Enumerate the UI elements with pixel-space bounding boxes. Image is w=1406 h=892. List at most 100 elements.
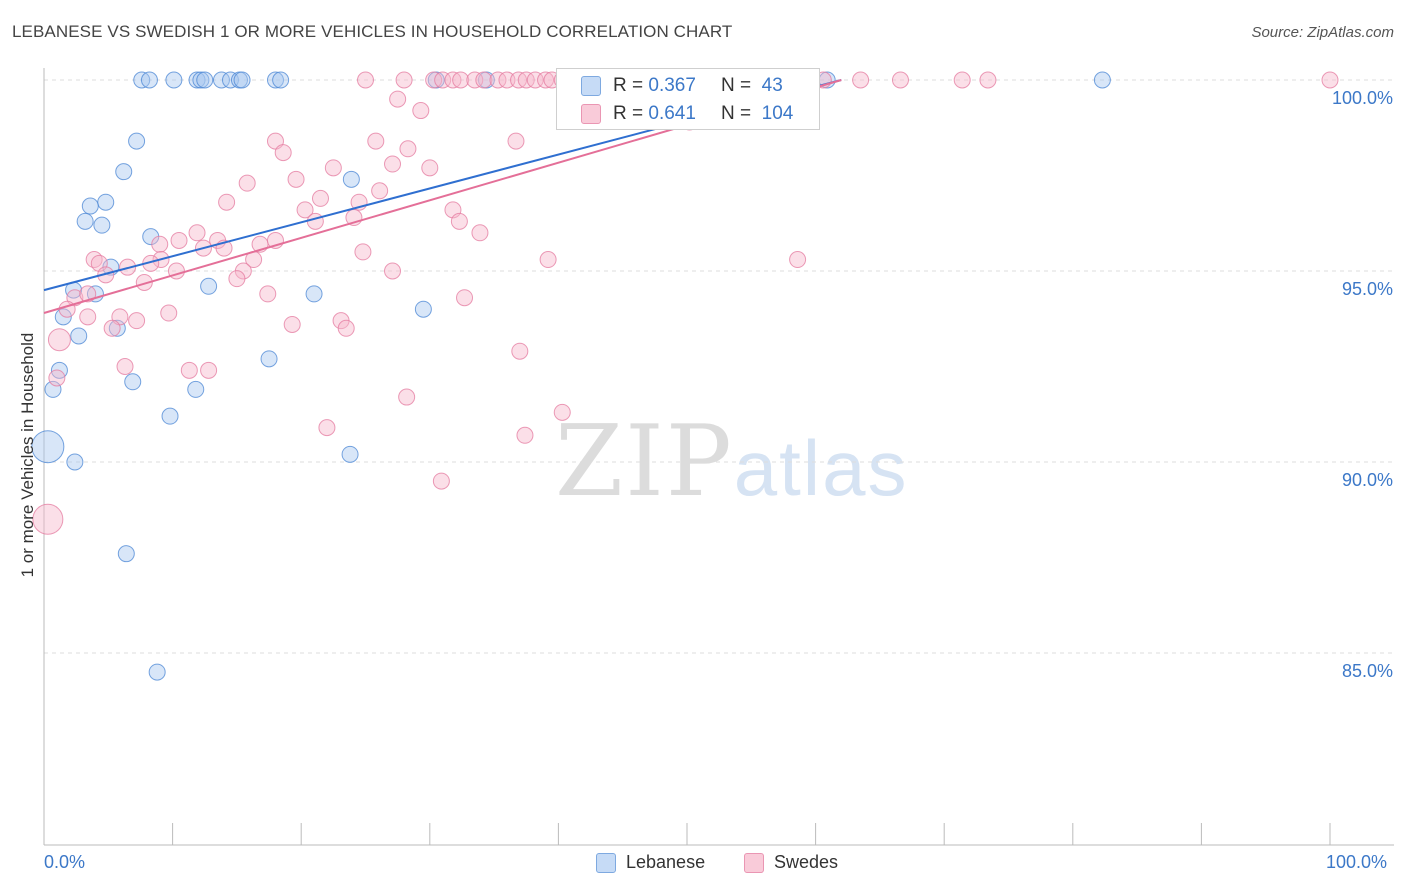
- data-point-swedes: [188, 224, 206, 242]
- data-point-swedes: [450, 212, 468, 230]
- data-point-lebanese: [66, 453, 84, 471]
- legend-swatch-swedes: [581, 104, 601, 124]
- data-point-lebanese: [165, 71, 183, 89]
- data-point-swedes: [471, 224, 489, 242]
- data-point-swedes: [389, 90, 407, 108]
- legend-row-lebanese: R = 0.367 N = 43: [581, 72, 783, 100]
- data-point-lebanese: [305, 285, 323, 303]
- data-point-swedes: [311, 189, 329, 207]
- x-tick-label-max: 100.0%: [1326, 852, 1388, 872]
- r-label: R =: [613, 75, 644, 96]
- data-point-swedes: [516, 426, 534, 444]
- data-point-swedes: [367, 132, 385, 150]
- y-tick-label: 95.0%: [1342, 279, 1393, 299]
- data-point-swedes: [354, 243, 372, 261]
- data-point-lebanese: [161, 407, 179, 425]
- data-point-swedes: [953, 71, 971, 89]
- correlation-legend: R = 0.367 N = 43 R = 0.641 N = 104: [556, 68, 820, 130]
- y-tick-label: 90.0%: [1342, 470, 1393, 490]
- data-point-swedes: [324, 159, 342, 177]
- data-point-swedes: [151, 235, 169, 253]
- data-point-lebanese: [260, 350, 278, 368]
- data-point-swedes: [498, 71, 516, 89]
- series-legend: Lebanese Swedes: [0, 852, 1406, 878]
- data-point-swedes: [296, 201, 314, 219]
- data-point-lebanese: [140, 71, 158, 89]
- data-point-swedes: [432, 472, 450, 490]
- watermark: ZIPatlas: [555, 405, 909, 519]
- data-point-swedes: [517, 71, 535, 89]
- legend-label-swedes: Swedes: [774, 852, 839, 872]
- r-value: 0.367: [648, 75, 696, 96]
- data-point-swedes: [395, 71, 413, 89]
- data-point-lebanese: [93, 216, 111, 234]
- data-point-swedes: [421, 159, 439, 177]
- data-point-lebanese: [341, 445, 359, 463]
- data-point-lebanese: [200, 277, 218, 295]
- data-point-swedes: [1321, 71, 1339, 89]
- data-point-swedes: [357, 71, 374, 89]
- data-point-swedes: [218, 193, 236, 211]
- data-point-lebanese: [221, 71, 239, 89]
- data-point-swedes: [384, 155, 402, 173]
- data-point-swedes: [434, 71, 452, 89]
- data-point-swedes: [371, 182, 389, 200]
- data-point-swedes: [789, 251, 807, 269]
- data-point-swedes: [553, 403, 571, 421]
- legend-item-lebanese[interactable]: Lebanese: [596, 852, 705, 873]
- data-point-lebanese: [187, 380, 205, 398]
- data-point-swedes: [539, 251, 557, 269]
- data-point-swedes: [979, 71, 997, 89]
- data-point-swedes: [507, 132, 525, 150]
- data-point-lebanese: [272, 71, 290, 89]
- data-point-lebanese: [128, 132, 146, 150]
- data-point-lebanese: [117, 545, 135, 563]
- data-point-lebanese: [31, 430, 65, 464]
- data-point-swedes: [200, 361, 218, 379]
- data-point-swedes: [526, 71, 544, 89]
- y-tick-label: 85.0%: [1342, 661, 1393, 681]
- data-point-lebanese: [97, 193, 115, 211]
- data-point-swedes: [48, 369, 66, 387]
- r-value: 0.641: [648, 103, 696, 124]
- data-point-lebanese: [124, 373, 142, 391]
- data-point-swedes: [103, 319, 121, 337]
- data-point-swedes: [47, 328, 71, 352]
- legend-swatch-lebanese: [596, 852, 616, 873]
- data-point-swedes: [425, 71, 443, 89]
- data-point-swedes: [170, 231, 188, 249]
- data-point-swedes: [452, 71, 470, 89]
- legend-item-swedes[interactable]: Swedes: [744, 852, 838, 873]
- legend-swatch-lebanese: [581, 76, 601, 96]
- y-axis-label: 1 or more Vehicles in Household: [18, 332, 37, 578]
- data-point-swedes: [274, 144, 292, 162]
- data-point-lebanese: [192, 71, 210, 89]
- chart-title: LEBANESE VS SWEDISH 1 OR MORE VEHICLES I…: [12, 22, 733, 41]
- data-point-swedes: [398, 388, 416, 406]
- x-tick-label-min: 0.0%: [44, 852, 86, 872]
- data-point-swedes: [238, 174, 256, 192]
- data-point-lebanese: [233, 71, 251, 89]
- data-point-lebanese: [266, 71, 284, 89]
- n-value: 104: [761, 103, 794, 124]
- data-point-swedes: [306, 212, 324, 230]
- data-point-lebanese: [115, 163, 133, 181]
- data-point-lebanese: [342, 170, 360, 188]
- data-point-lebanese: [196, 71, 214, 89]
- n-label: N =: [720, 75, 752, 96]
- data-point-swedes: [128, 312, 146, 330]
- data-point-swedes: [160, 304, 178, 322]
- data-point-swedes: [456, 289, 474, 307]
- data-point-swedes: [116, 358, 134, 375]
- data-point-swedes: [511, 342, 529, 360]
- data-point-lebanese: [70, 327, 88, 345]
- source-label: Source: ZipAtlas.com: [1251, 24, 1394, 41]
- data-point-swedes: [287, 170, 305, 188]
- data-point-lebanese: [76, 212, 94, 230]
- data-point-swedes: [318, 419, 336, 437]
- r-label: R =: [613, 103, 644, 124]
- data-point-lebanese: [54, 308, 72, 326]
- data-point-swedes: [891, 71, 909, 89]
- watermark-atlas: atlas: [733, 424, 909, 512]
